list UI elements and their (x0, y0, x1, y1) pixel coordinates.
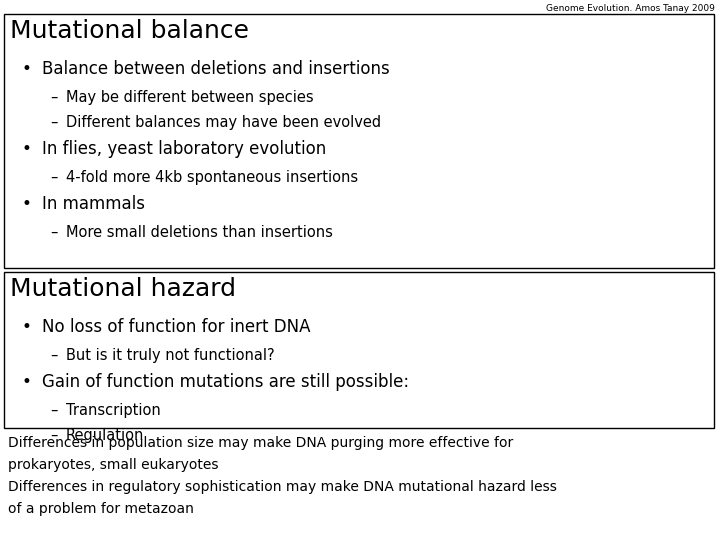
Text: of a problem for metazoan: of a problem for metazoan (8, 502, 194, 516)
Text: prokaryotes, small eukaryotes: prokaryotes, small eukaryotes (8, 458, 218, 472)
Text: •: • (21, 195, 31, 213)
Text: •: • (21, 318, 31, 336)
Text: Transcription: Transcription (66, 403, 161, 418)
Text: –: – (50, 225, 58, 240)
Text: –: – (50, 348, 58, 363)
Text: Mutational balance: Mutational balance (10, 19, 249, 43)
Text: May be different between species: May be different between species (66, 90, 314, 105)
Text: 4-fold more 4kb spontaneous insertions: 4-fold more 4kb spontaneous insertions (66, 170, 358, 185)
Text: –: – (50, 90, 58, 105)
Text: Balance between deletions and insertions: Balance between deletions and insertions (42, 60, 390, 78)
Text: But is it truly not functional?: But is it truly not functional? (66, 348, 274, 363)
Text: No loss of function for inert DNA: No loss of function for inert DNA (42, 318, 310, 336)
Bar (4, 14, 714, 268)
Text: In mammals: In mammals (42, 195, 145, 213)
Text: Differences in regulatory sophistication may make DNA mutational hazard less: Differences in regulatory sophistication… (8, 480, 557, 494)
Text: Differences in population size may make DNA purging more effective for: Differences in population size may make … (8, 436, 513, 450)
Text: –: – (50, 170, 58, 185)
Text: –: – (50, 428, 58, 443)
Text: Regulation: Regulation (66, 428, 145, 443)
Text: Mutational hazard: Mutational hazard (10, 277, 236, 301)
Text: –: – (50, 115, 58, 130)
Text: In flies, yeast laboratory evolution: In flies, yeast laboratory evolution (42, 140, 326, 158)
Text: Different balances may have been evolved: Different balances may have been evolved (66, 115, 381, 130)
Text: Genome Evolution. Amos Tanay 2009: Genome Evolution. Amos Tanay 2009 (546, 4, 715, 13)
Text: •: • (21, 373, 31, 391)
Text: •: • (21, 60, 31, 78)
Text: More small deletions than insertions: More small deletions than insertions (66, 225, 333, 240)
Text: •: • (21, 140, 31, 158)
Text: –: – (50, 403, 58, 418)
Text: Gain of function mutations are still possible:: Gain of function mutations are still pos… (42, 373, 409, 391)
Bar (4, 272, 714, 428)
